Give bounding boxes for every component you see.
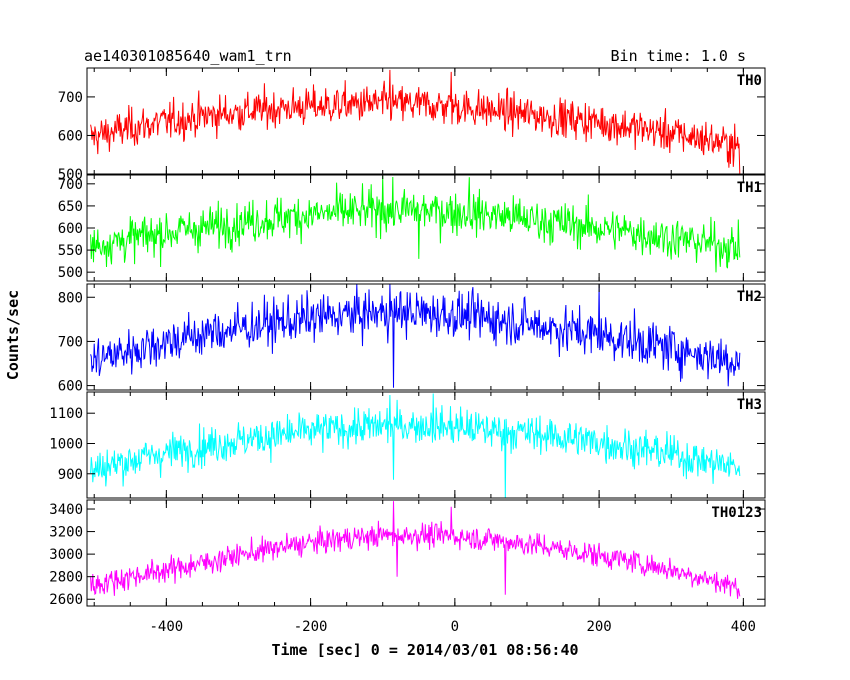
series-label-th3: TH3	[737, 397, 762, 413]
series-label-th0: TH0	[737, 73, 762, 89]
y-tick-label: 800	[58, 290, 83, 306]
series-label-th0123: TH0123	[711, 505, 762, 521]
panel-th0123: 2600 2800 3000 3200 3400 TH0123	[49, 499, 766, 608]
x-tick-label: 0	[451, 619, 459, 635]
series-label-th1: TH1	[737, 180, 762, 196]
y-tick-label: 900	[58, 467, 83, 483]
panel-frame	[86, 283, 766, 391]
x-tick-label: -400	[149, 619, 183, 635]
x-tick-label: 200	[586, 619, 611, 635]
series-line-th0123	[90, 501, 741, 599]
y-tick-label: 600	[58, 128, 83, 144]
x-tick-label: 400	[731, 619, 756, 635]
y-tick-label: 700	[58, 177, 83, 193]
y-tick-label: 1000	[49, 436, 83, 452]
x-tick-label: -200	[294, 619, 328, 635]
y-tick-label: 500	[58, 265, 83, 281]
series-line-th2	[90, 283, 741, 388]
panel-th0: 500 600 700 TH0	[58, 67, 766, 183]
y-tick-label: 500	[58, 167, 83, 183]
y-axis-label: Counts/sec	[4, 290, 22, 380]
panel-th3: 900 1000 1100 TH3	[49, 391, 766, 499]
y-tick-label: 600	[58, 221, 83, 237]
x-axis-label: Time [sec] 0 = 2014/03/01 08:56:40	[271, 641, 578, 659]
panel-th2: 600 700 800 TH2	[58, 283, 766, 395]
panel-frame	[86, 499, 766, 607]
chart-title: ae140301085640_wam1_trn	[84, 47, 292, 65]
series-label-th2: TH2	[737, 289, 762, 305]
y-tick-label: 3200	[49, 525, 83, 541]
y-tick-label: 550	[58, 243, 83, 259]
y-tick-label: 650	[58, 199, 83, 215]
series-line-th1	[90, 175, 741, 273]
y-tick-label: 600	[58, 379, 83, 395]
y-tick-label: 3000	[49, 547, 83, 563]
x-axis: -400 -200 0 200 400	[149, 619, 756, 635]
y-tick-label: 700	[58, 90, 83, 106]
y-tick-label: 700	[58, 334, 83, 350]
bin-time-label: Bin time: 1.0 s	[611, 47, 746, 65]
y-tick-label: 1100	[49, 406, 83, 422]
panels-group: 500 600 700 TH0 500 550 600 650 700 TH1 600 700 800 T…	[49, 67, 766, 608]
y-tick-label: 2800	[49, 570, 83, 586]
series-line-th0	[90, 69, 741, 175]
panel-frame	[86, 67, 766, 175]
y-tick-label: 2600	[49, 592, 83, 608]
series-line-th3	[90, 393, 741, 499]
y-tick-label: 3400	[49, 502, 83, 518]
panel-th1: 500 550 600 650 700 TH1	[58, 174, 766, 282]
panel-frame	[86, 391, 766, 499]
